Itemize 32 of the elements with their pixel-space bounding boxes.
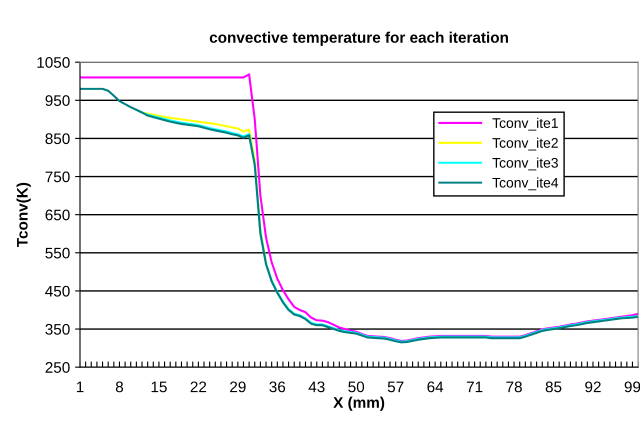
legend-label: Tconv_ite1 [492,118,558,131]
x-tick-label: 64 [427,381,444,392]
x-tick-label: 1 [76,382,84,392]
y-tick-label: 750 [46,171,70,182]
chart-title: convective temperature for each iteration [210,32,508,46]
y-tick-label: 950 [46,95,70,106]
x-axis-title: X (mm) [333,396,384,411]
x-tick-label: 85 [546,381,562,392]
y-tick-label: 850 [45,133,70,144]
x-tick-label: 99 [624,381,640,392]
x-tick-label: 29 [230,381,246,392]
legend-label: Tconv_ite3 [492,158,558,170]
x-tick-label: 78 [506,381,522,392]
x-tick-label: 8 [116,381,124,392]
x-tick-label: 22 [190,381,206,392]
x-tick-label: 15 [152,382,167,392]
x-tick-label: 36 [269,381,286,392]
y-tick-label: 450 [45,286,70,297]
y-tick-label: 250 [46,362,70,373]
x-tick-label: 57 [388,382,404,392]
legend-label: Tconv_ite2 [492,138,558,150]
x-tick-label: 92 [585,381,601,392]
y-tick-label: 1050 [37,57,70,68]
legend-label: Tconv_ite4 [492,177,558,190]
line-series [140,111,268,264]
y-tick-label: 550 [45,248,70,258]
x-tick-label: 71 [466,382,482,392]
x-tick-label: 43 [308,381,325,392]
y-tick-label: 650 [46,210,70,220]
y-axis-title: Tconv(K) [16,182,31,248]
x-tick-label: 50 [348,381,364,392]
y-tick-label: 350 [45,324,70,335]
